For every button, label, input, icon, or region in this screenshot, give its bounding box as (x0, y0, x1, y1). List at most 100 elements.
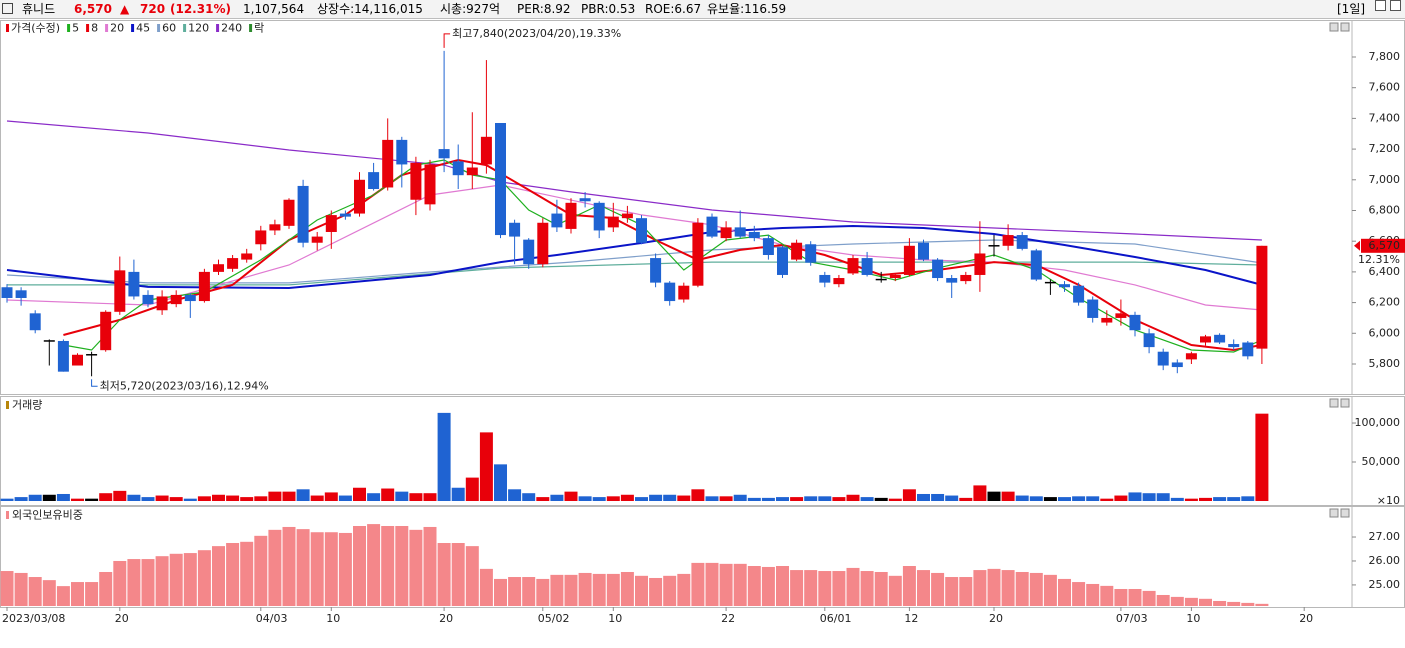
bar (945, 577, 959, 606)
change-arrow: ▲ (120, 2, 130, 16)
candle-body (1059, 284, 1070, 288)
reserve-ratio: 유보율:116.59 (707, 2, 787, 16)
bar (169, 553, 183, 606)
candle-body (1, 287, 13, 298)
bar (1156, 594, 1170, 606)
bar (71, 498, 84, 501)
bar (1029, 572, 1043, 606)
x-tick-label: 05/02 (538, 612, 570, 625)
close-button[interactable] (1390, 0, 1401, 11)
x-tick-label: 2023/03/08 (2, 612, 65, 625)
candle-body (1115, 313, 1127, 318)
bar (677, 573, 691, 606)
title-marker (6, 401, 9, 409)
bar (310, 532, 324, 606)
bar (1029, 496, 1043, 501)
candle-body (692, 222, 704, 286)
bar (409, 529, 423, 606)
bar (973, 570, 987, 606)
bar (705, 496, 719, 501)
bar (818, 571, 832, 606)
bar (85, 582, 99, 606)
bar (846, 567, 860, 606)
bar (733, 494, 747, 501)
bar (1001, 570, 1015, 606)
bar (973, 485, 987, 501)
moving-average-line (6, 224, 1263, 290)
x-tick-label: 10 (1186, 612, 1200, 625)
legend-marker (183, 24, 187, 32)
bar (1227, 497, 1241, 501)
y-tick-label: 7,400 (1369, 111, 1401, 124)
x-tick-label: 20 (115, 612, 129, 625)
bar (902, 489, 916, 501)
bar (1156, 493, 1170, 501)
candle-body (213, 264, 224, 272)
legend-marker (105, 24, 109, 32)
y-tick-label: 6,400 (1369, 265, 1401, 278)
bar (719, 496, 733, 501)
candle-body (354, 179, 365, 214)
header-icon[interactable] (2, 3, 13, 14)
bar (832, 497, 846, 501)
bar (733, 563, 747, 606)
bar (1072, 496, 1086, 501)
bar (226, 543, 240, 606)
stock-name: 휴니드 (22, 2, 56, 16)
bar (1015, 571, 1029, 606)
candle-body (946, 278, 958, 283)
candle-body (1101, 317, 1113, 323)
bar (790, 570, 804, 606)
x-tick-label: 10 (326, 612, 340, 625)
bar (183, 553, 197, 606)
bar (381, 526, 395, 606)
candle-body (1256, 245, 1268, 349)
legend-label: 8 (91, 22, 98, 35)
candle-body (833, 278, 845, 285)
minimize-button[interactable] (1375, 0, 1386, 11)
bar (1170, 497, 1184, 501)
bar (1100, 498, 1114, 501)
candle-body (382, 139, 394, 188)
bar (197, 550, 211, 606)
bar (85, 498, 99, 501)
bar (888, 498, 902, 501)
candle-body (325, 215, 337, 232)
bar (931, 493, 945, 501)
bar (367, 524, 381, 606)
bar (197, 496, 211, 501)
legend-marker (86, 24, 90, 32)
bar (353, 487, 366, 501)
y-tick-label: 27.00 (1369, 530, 1401, 543)
bar (1086, 496, 1100, 501)
candle-body (523, 239, 535, 265)
candle-body (495, 122, 506, 236)
candle-body (1073, 285, 1085, 303)
bar (1241, 602, 1255, 606)
bar (268, 491, 282, 501)
bar (282, 491, 296, 501)
candle-body (1157, 351, 1169, 366)
bar (183, 498, 197, 501)
bar (705, 562, 719, 606)
period[interactable]: [1일] (1337, 2, 1366, 16)
bar (282, 526, 296, 606)
legend-label: 240 (221, 22, 242, 35)
bar (56, 586, 70, 606)
bar (804, 570, 818, 606)
candle-body (452, 161, 464, 176)
bar (550, 574, 564, 606)
legend-marker (67, 24, 71, 32)
panel-button (1340, 22, 1350, 32)
bar (719, 563, 733, 606)
legend-marker (131, 24, 135, 32)
bar (874, 571, 888, 606)
bar (1199, 497, 1212, 501)
bar (113, 560, 127, 606)
bar (310, 495, 324, 501)
candle-body (593, 202, 605, 231)
candle-body (1129, 314, 1141, 331)
bar (620, 571, 634, 606)
panel-button (1329, 22, 1339, 32)
bar (747, 566, 761, 606)
